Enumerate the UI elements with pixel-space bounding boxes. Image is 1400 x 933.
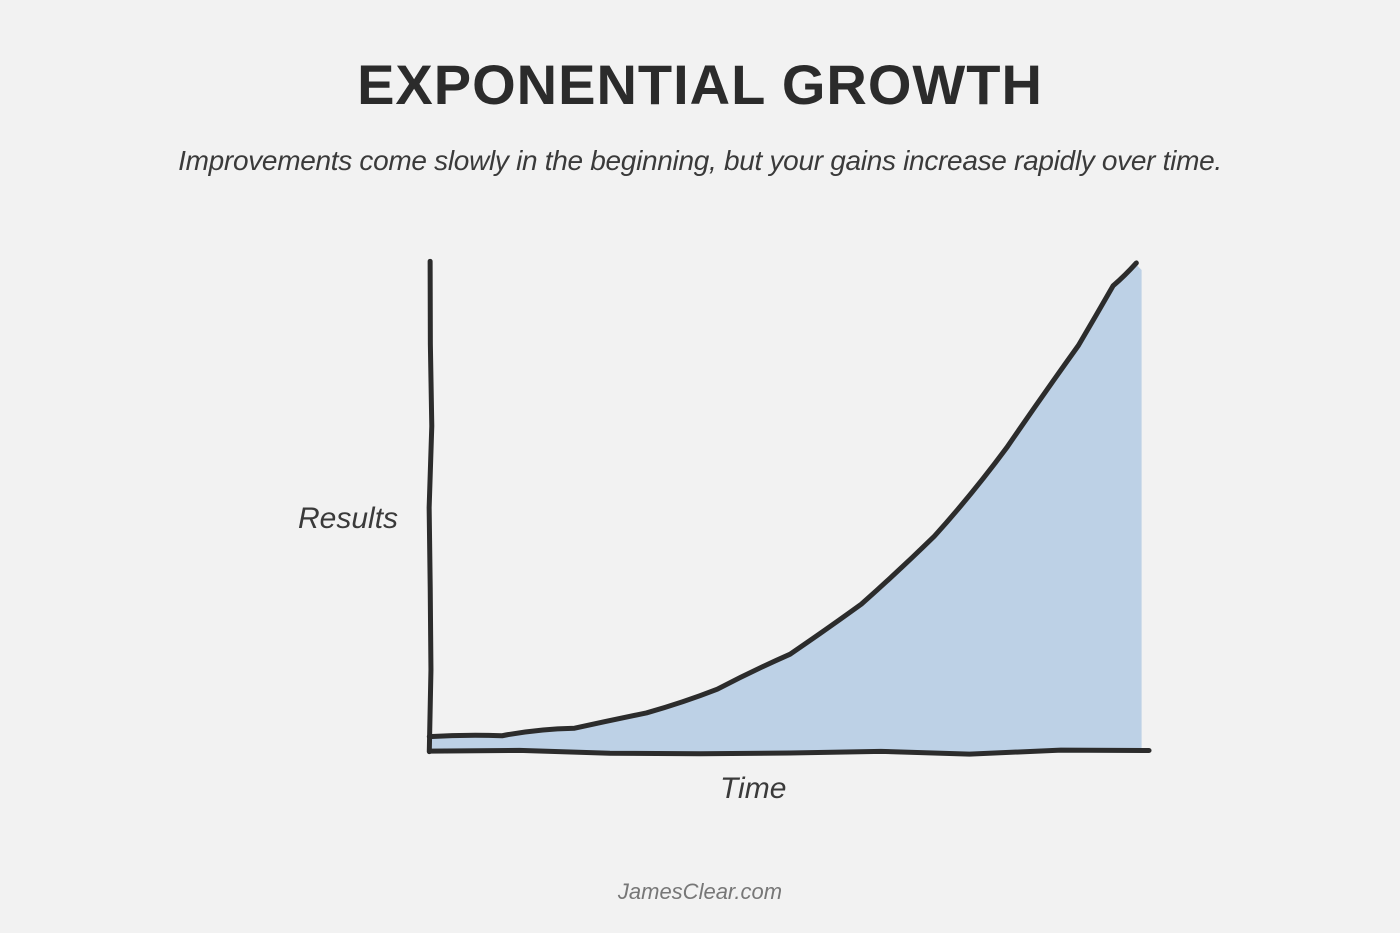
infographic-container: EXPONENTIAL GROWTH Improvements come slo…	[0, 0, 1400, 933]
chart-svg	[420, 252, 1160, 762]
x-axis-label: Time	[720, 772, 786, 806]
x-axis-line	[430, 750, 1149, 754]
chart-fill-area	[430, 263, 1142, 753]
y-axis-label: Results	[298, 502, 398, 536]
y-axis-line	[429, 261, 432, 751]
chart-plot	[429, 261, 1149, 754]
chart-title: EXPONENTIAL GROWTH	[357, 52, 1043, 117]
attribution-text: JamesClear.com	[618, 879, 782, 905]
chart-subtitle: Improvements come slowly in the beginnin…	[178, 145, 1222, 177]
chart-area: Results Time	[250, 252, 1150, 812]
